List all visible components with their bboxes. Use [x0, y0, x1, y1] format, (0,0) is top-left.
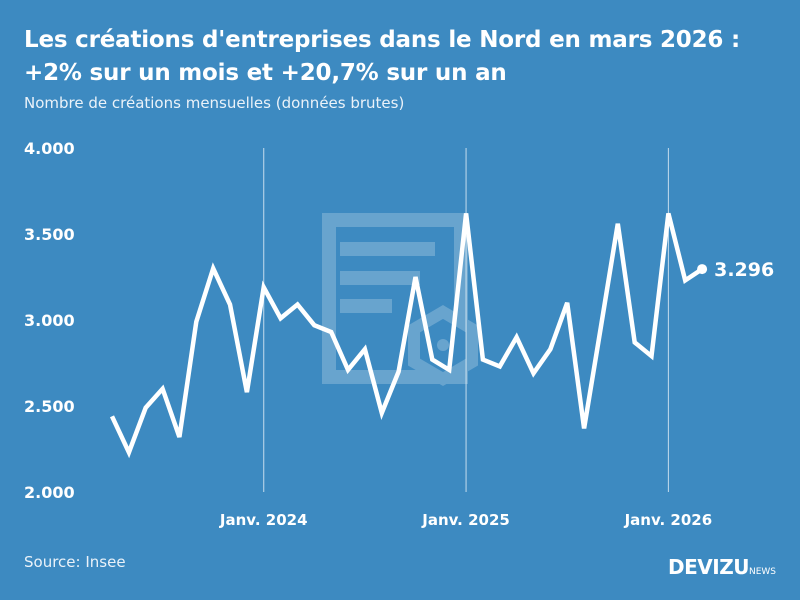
x-tick-label: Janv. 2024	[219, 511, 308, 529]
brand-logo: DEVIZUNEWS	[668, 555, 776, 579]
chart-subtitle: Nombre de créations mensuelles (données …	[24, 94, 405, 112]
chart-title: Les créations d'entreprises dans le Nord…	[24, 27, 741, 86]
x-tick-label: Janv. 2026	[624, 511, 713, 529]
x-tick-label: Janv. 2025	[421, 511, 510, 529]
last-value-label: 3.296	[714, 259, 774, 281]
y-tick-label: 2.500	[24, 397, 75, 416]
source-note: Source: Insee	[24, 553, 126, 571]
y-tick-label: 3.500	[24, 225, 75, 244]
series-line	[109, 212, 704, 459]
y-tick-label: 4.000	[24, 139, 75, 158]
y-tick-label: 2.000	[24, 483, 75, 502]
last-point-marker	[697, 264, 708, 275]
y-tick-label: 3.000	[24, 311, 75, 330]
